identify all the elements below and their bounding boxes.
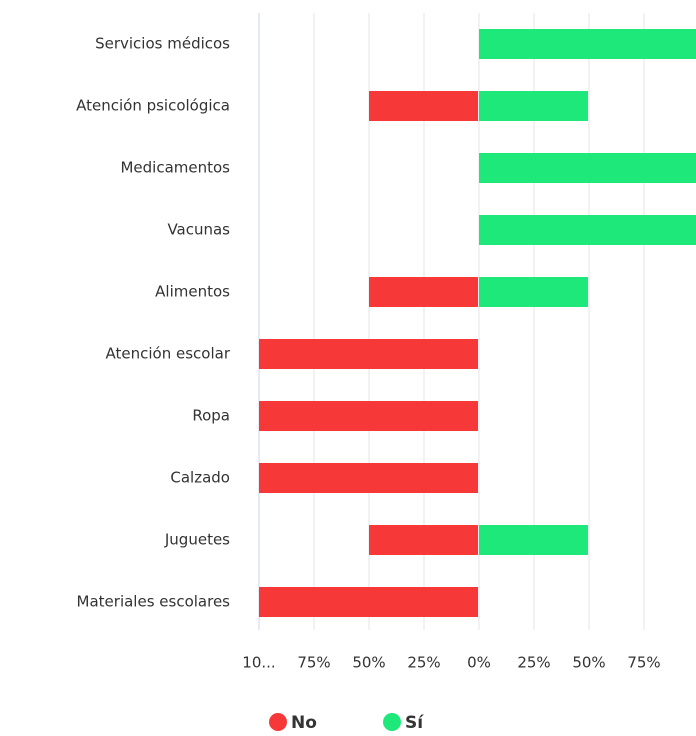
- bar: [369, 91, 478, 121]
- x-tick-label: 50%: [572, 654, 605, 672]
- y-tick-label: Materiales escolares: [77, 593, 231, 611]
- legend-label[interactable]: No: [291, 713, 317, 733]
- legend-marker[interactable]: [383, 713, 401, 731]
- bar: [479, 29, 696, 59]
- y-tick-label: Atención escolar: [106, 345, 231, 363]
- y-tick-label: Ropa: [192, 407, 230, 425]
- y-tick-label: Atención psicológica: [76, 97, 230, 115]
- legend-label[interactable]: Sí: [405, 713, 424, 733]
- y-tick-label: Calzado: [170, 469, 230, 487]
- legend-marker[interactable]: [269, 713, 287, 731]
- bar: [259, 401, 478, 431]
- bar: [479, 153, 696, 183]
- bar: [479, 215, 696, 245]
- y-tick-label: Alimentos: [155, 283, 230, 301]
- bar: [369, 525, 478, 555]
- x-tick-label: 75%: [627, 654, 660, 672]
- bar: [479, 277, 588, 307]
- bar: [259, 463, 478, 493]
- x-tick-label: 75%: [297, 654, 330, 672]
- y-tick-label: Servicios médicos: [95, 35, 230, 53]
- bar: [259, 587, 478, 617]
- x-tick-label: 0%: [467, 654, 491, 672]
- y-tick-label: Vacunas: [167, 221, 230, 239]
- bar: [479, 525, 588, 555]
- bar: [369, 277, 478, 307]
- x-tick-label: 50%: [352, 654, 385, 672]
- x-tick-label: 10...: [242, 654, 275, 672]
- x-tick-label: 25%: [517, 654, 550, 672]
- y-tick-label: Juguetes: [164, 531, 230, 549]
- bar: [479, 91, 588, 121]
- y-tick-label: Medicamentos: [120, 159, 230, 177]
- bar: [259, 339, 478, 369]
- x-tick-label: 25%: [407, 654, 440, 672]
